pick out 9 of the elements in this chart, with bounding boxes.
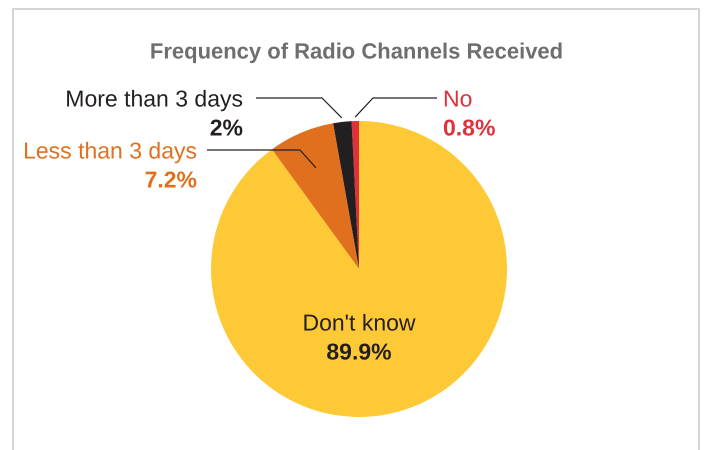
data-label: 7.2% [144,166,197,192]
slice-label: No [443,86,472,112]
data-label: 0.8% [443,114,496,140]
slice-label: Don't know [302,310,416,336]
data-label: 89.9% [326,338,392,365]
slice-label: More than 3 days [65,86,243,112]
data-label: 2% [210,114,243,140]
slice-label: Less than 3 days [23,138,197,164]
chart-title: Frequency of Radio Channels Received [150,38,564,64]
